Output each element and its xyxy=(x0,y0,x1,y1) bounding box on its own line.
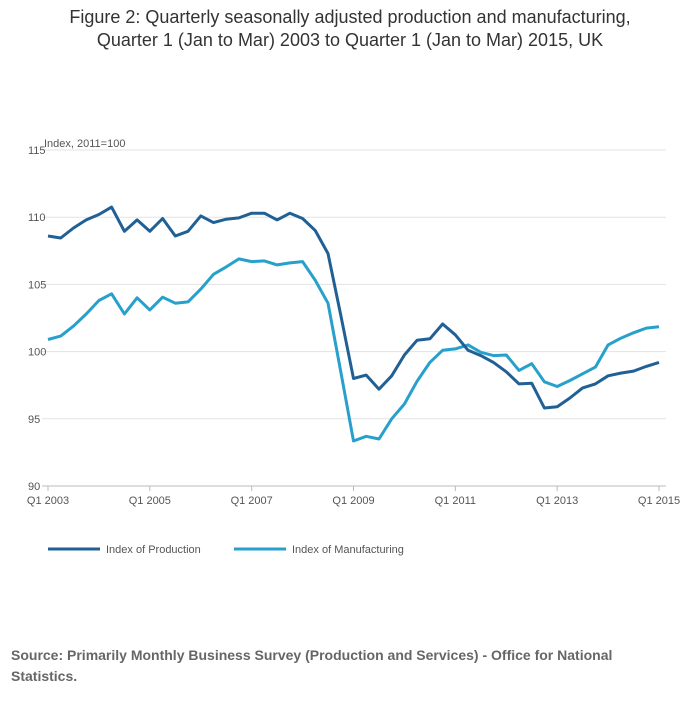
y-tick-label: 90 xyxy=(28,481,40,493)
legend-label: Index of Manufacturing xyxy=(292,544,404,556)
x-tick-label: Q1 2011 xyxy=(435,495,476,507)
series-line-index-of-production xyxy=(47,205,660,410)
x-tick-label: Q1 2005 xyxy=(129,495,171,507)
x-tick-label: Q1 2009 xyxy=(332,495,374,507)
y-tick-label: 115 xyxy=(28,145,46,157)
x-tick-label: Q1 2015 xyxy=(638,495,680,507)
y-axis-label: Index, 2011=100 xyxy=(44,138,125,150)
x-tick-label: Q1 2003 xyxy=(27,495,69,507)
y-tick-label: 100 xyxy=(28,347,46,359)
x-tick-label: Q1 2013 xyxy=(536,495,578,507)
series-line-index-of-manufacturing xyxy=(47,257,660,443)
x-tick-label: Q1 2007 xyxy=(231,495,273,507)
y-tick-label: 110 xyxy=(28,212,46,224)
title-line-1: Figure 2: Quarterly seasonally adjusted … xyxy=(69,7,631,27)
line-chart: 90 95 100 105 110 115 Q1 2003 Q1 2005 Q1 2007 Q1 … xyxy=(27,138,680,556)
title-line-2: Quarter 1 (Jan to Mar) 2003 to Quarter 1… xyxy=(96,30,604,50)
source-note: Source: Primarily Monthly Business Surve… xyxy=(11,647,613,684)
y-tick-label: 95 xyxy=(28,414,40,426)
legend-label: Index of Production xyxy=(106,544,201,556)
chart-title: Figure 2: Quarterly seasonally adjusted … xyxy=(0,6,700,52)
y-tick-label: 105 xyxy=(28,279,46,291)
